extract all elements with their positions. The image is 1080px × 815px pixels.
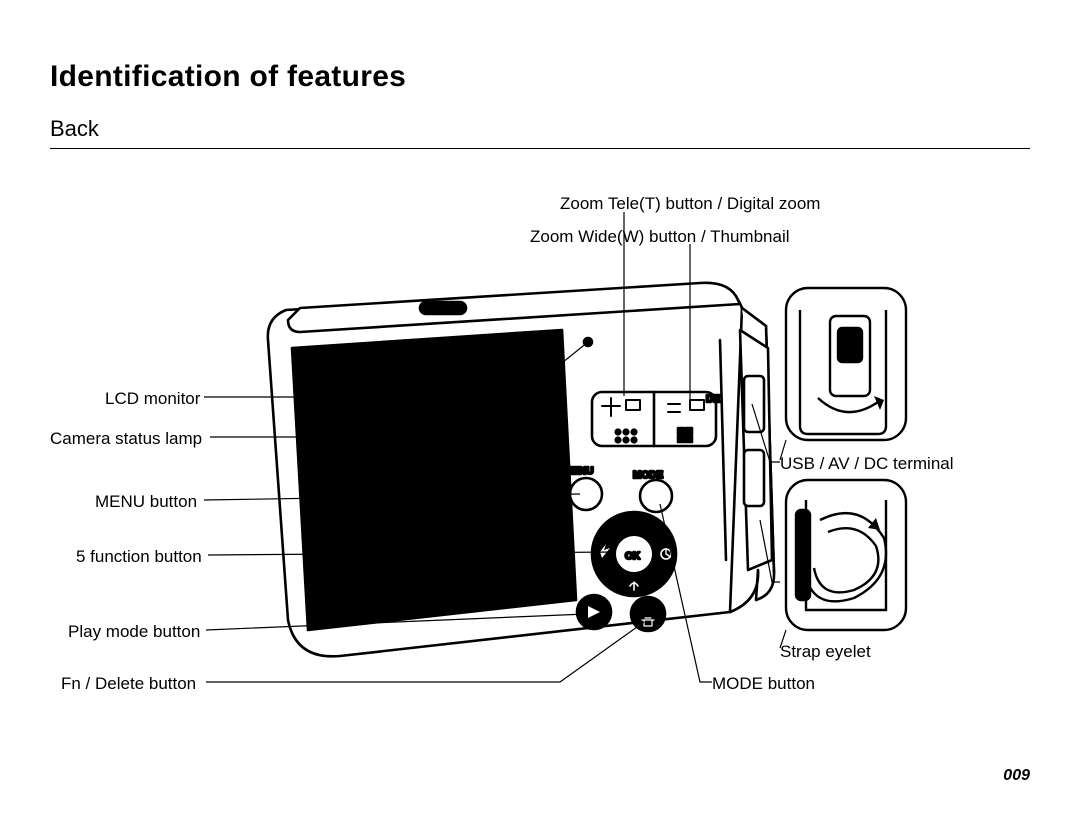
label-camera-status-lamp: Camera status lamp: [50, 427, 202, 451]
svg-text:DE: DE: [706, 394, 720, 405]
zoom-rocker: [592, 392, 716, 446]
label-mode-button: MODE button: [712, 672, 815, 696]
label-menu-button: MENU button: [95, 490, 197, 514]
camera-text-disp: DISP: [621, 516, 642, 526]
camera-text-menu: MENU: [564, 466, 593, 477]
page-title: Identification of features: [50, 60, 406, 94]
inset-usb: [786, 288, 906, 440]
label-strap-eyelet: Strap eyelet: [780, 640, 871, 664]
page-number: 009: [1003, 767, 1030, 785]
label-lcd-monitor: LCD monitor: [105, 387, 200, 411]
label-zoom-wide: Zoom Wide(W) button / Thumbnail: [530, 225, 790, 249]
label-fn-delete-button: Fn / Delete button: [61, 672, 196, 696]
camera-text-fn: Fn: [641, 606, 653, 617]
camera-illustration: MENU MODE OK DISP: [268, 283, 774, 657]
leader-lines: [204, 212, 786, 682]
section-subtitle: Back: [50, 116, 99, 142]
horizontal-rule: [50, 148, 1030, 149]
label-play-mode-button: Play mode button: [68, 620, 200, 644]
camera-text-ok: OK: [625, 551, 641, 562]
inset-strap: [786, 480, 906, 630]
five-way-pad: OK DISP: [592, 512, 676, 596]
label-zoom-tele: Zoom Tele(T) button / Digital zoom: [560, 192, 820, 216]
label-usb-terminal: USB / AV / DC terminal: [780, 452, 954, 476]
camera-text-mode: MODE: [633, 470, 663, 481]
label-5-function-button: 5 function button: [76, 545, 202, 569]
